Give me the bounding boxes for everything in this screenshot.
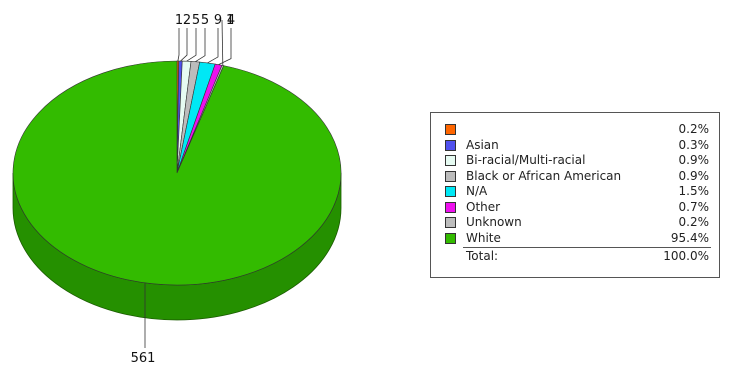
legend-label: N/A bbox=[466, 184, 488, 198]
legend-percent: 0.2% bbox=[678, 122, 710, 136]
slice-leader-line-2 bbox=[186, 28, 197, 62]
legend-item: Asian 0.3% bbox=[431, 138, 719, 153]
legend-total-label: Total: bbox=[466, 249, 499, 263]
legend-total-row: Total: 100.0% bbox=[431, 249, 719, 264]
legend-swatch bbox=[445, 170, 456, 182]
slice-value-label-2: 5 bbox=[192, 13, 200, 28]
slice-value-label-0: 1 bbox=[175, 13, 183, 28]
pie-slice-7 bbox=[12, 60, 342, 286]
slice-leader-line-5 bbox=[218, 28, 232, 66]
legend-percent: 95.4% bbox=[670, 230, 709, 245]
legend-label: Asian bbox=[466, 137, 499, 152]
legend-label: Bi-racial/Multi-racial bbox=[466, 153, 586, 167]
legend-swatch bbox=[445, 217, 456, 228]
slice-value-label-3: 5 bbox=[201, 13, 209, 28]
slice-leader-line-1 bbox=[180, 28, 188, 62]
legend-swatch bbox=[445, 155, 456, 166]
legend-label: Black or African American bbox=[466, 168, 622, 183]
legend-swatch bbox=[445, 139, 456, 151]
legend-item: White 95.4% bbox=[431, 231, 719, 246]
legend-percent: 1.5% bbox=[678, 184, 710, 198]
legend-label: Unknown bbox=[466, 215, 522, 229]
slice-leader-line-3 bbox=[195, 28, 206, 63]
legend-swatch bbox=[445, 124, 456, 135]
slice-value-label-4: 9 bbox=[214, 13, 222, 28]
legend-item: Black or African American 0.9% bbox=[431, 169, 719, 184]
legend-percent: 0.9% bbox=[678, 168, 710, 183]
legend-percent: 0.3% bbox=[678, 137, 710, 152]
slice-value-label-5: 4 bbox=[227, 13, 235, 28]
legend-item: Bi-racial/Multi-racial 0.9% bbox=[431, 153, 719, 168]
legend-item: Other 0.7% bbox=[431, 200, 719, 215]
slice-leader-line-6 bbox=[221, 19, 224, 66]
slice-leader-line-0 bbox=[177, 28, 180, 62]
legend-label: Other bbox=[466, 199, 501, 214]
chart-legend: 0.2% Asian 0.3% Bi-racial/Multi-racial 0.9% B… bbox=[430, 112, 720, 278]
legend-swatch bbox=[445, 232, 456, 244]
legend-item: 0.2% bbox=[431, 122, 719, 137]
legend-percent: 0.2% bbox=[678, 215, 710, 229]
legend-total-percent: 100.0% bbox=[663, 249, 709, 263]
legend-percent: 0.9% bbox=[678, 153, 710, 167]
slice-value-label-7: 561 bbox=[131, 351, 156, 366]
legend-item: N/A 1.5% bbox=[431, 184, 719, 199]
legend-divider bbox=[463, 247, 711, 248]
legend-swatch bbox=[445, 201, 456, 213]
legend-percent: 0.7% bbox=[678, 199, 710, 214]
legend-label: White bbox=[466, 230, 501, 245]
slice-leader-line-4 bbox=[207, 28, 219, 64]
legend-item: Unknown 0.2% bbox=[431, 215, 719, 230]
slice-value-label-1: 2 bbox=[183, 13, 191, 28]
slice-value-label-6: 1 bbox=[226, 13, 234, 28]
legend-swatch bbox=[445, 186, 456, 197]
